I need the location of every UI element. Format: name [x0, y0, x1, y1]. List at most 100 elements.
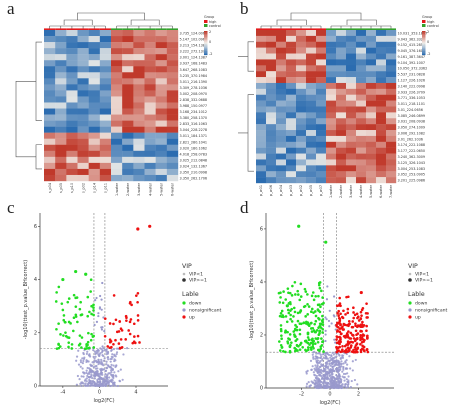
point-nonsignificant [76, 374, 80, 378]
point-nonsignificant [86, 366, 89, 370]
heatmap-cell [66, 48, 78, 55]
heatmap-cell [356, 77, 367, 84]
heatmap-cell [55, 114, 67, 121]
legend-vip-item: VIP>=1 [415, 278, 433, 284]
point-down [78, 307, 82, 311]
heatmap-cell [144, 138, 156, 145]
heatmap-cell [55, 168, 67, 176]
heatmap-cell [77, 168, 89, 176]
color-scale-step [204, 51, 208, 53]
heatmap-cell [166, 54, 179, 61]
point-nonsignificant [313, 382, 316, 386]
heatmap-cell [155, 162, 168, 170]
point-down [314, 314, 318, 318]
heatmap-cell [66, 132, 78, 139]
point-down [279, 296, 282, 299]
point-up [114, 318, 118, 322]
point-nonsignificant [81, 357, 84, 360]
point-up [365, 348, 369, 351]
point-nonsignificant [342, 385, 346, 388]
point-down [286, 287, 290, 290]
point-down [299, 282, 303, 286]
point-down [295, 325, 299, 329]
row-label: 3.174_222.1088 [398, 143, 426, 147]
heatmap-cell [266, 106, 277, 113]
point-nonsignificant [331, 365, 334, 368]
heatmap-cell [99, 78, 112, 85]
color-scale-step [204, 49, 208, 51]
heatmap-cell [266, 35, 277, 42]
point-up [359, 310, 363, 314]
color-scale-step [204, 46, 208, 48]
heatmap-cell [346, 141, 357, 148]
point-down [54, 300, 58, 303]
point-nonsignificant [98, 306, 102, 309]
heatmap-cell [111, 162, 123, 170]
y-axis-label: -log10(ttest_p.value_BHcorrect) [249, 261, 255, 340]
heatmap-cell [296, 35, 307, 42]
point-down [67, 297, 71, 300]
heatmap-cell [99, 144, 112, 151]
color-scale-step [422, 41, 426, 44]
heatmap-cell [286, 47, 297, 54]
point-up [134, 341, 137, 345]
heatmap-cell [366, 165, 377, 172]
heatmap-cell [306, 118, 317, 125]
heatmap-cell [77, 36, 89, 43]
point-down [296, 289, 300, 293]
heatmap-cell [266, 165, 277, 172]
heatmap-cell [346, 71, 357, 78]
heatmap-cell [166, 108, 179, 115]
heatmap-cell [66, 72, 78, 79]
legend-vip-item: VIP<1 [189, 272, 203, 278]
point-up [361, 344, 364, 348]
heatmap-cell [326, 59, 337, 66]
heatmap-cell [276, 35, 287, 42]
column-label: 6-water [171, 182, 175, 196]
heatmap-cell [286, 65, 297, 72]
heatmap-cell [346, 135, 357, 143]
point-nonsignificant [93, 359, 96, 363]
heatmap-cell [376, 53, 387, 60]
heatmap-cell [276, 147, 287, 154]
row-label: 3.006_292.1082 [398, 131, 426, 135]
point-up [352, 306, 355, 310]
heatmap-cell [111, 60, 123, 67]
heatmap-cell [346, 118, 357, 125]
point-nonsignificant [79, 365, 82, 368]
point-up [130, 303, 133, 307]
heatmap-cell [366, 94, 377, 101]
point-nonsignificant [347, 375, 350, 378]
heatmap-cell [44, 96, 56, 103]
row-label: 9.045_376.1601 [398, 49, 426, 53]
heatmap-cell [122, 126, 134, 133]
point-nonsignificant [91, 380, 95, 383]
heatmap-cell [88, 48, 101, 55]
point-nonsignificant [102, 368, 106, 371]
point-nonsignificant [89, 363, 92, 366]
point-up [356, 346, 360, 350]
point-nonsignificant [91, 376, 94, 380]
heatmap-cell [306, 165, 317, 172]
heatmap-cell [133, 48, 145, 55]
legend-label-item: nonsignificant [189, 308, 222, 314]
heatmap-cell [326, 135, 337, 143]
point-nonsignificant [113, 383, 116, 386]
heatmap-cell [144, 156, 156, 164]
heatmap-cell [133, 54, 145, 61]
legend-label-item: down [189, 301, 201, 307]
color-scale-step [204, 43, 208, 45]
heatmap-cell [66, 108, 78, 115]
color-scale-step [422, 39, 426, 41]
point-up [106, 345, 110, 348]
point-up [342, 309, 345, 313]
scale-label-max: 2 [209, 30, 211, 34]
heatmap-cell [44, 162, 56, 170]
legend-label-title: Lable [182, 291, 199, 298]
color-scale-step [422, 38, 426, 40]
point-up [129, 318, 133, 321]
heatmap-b: 10.031_353.18179.043_362.33209.152_415.2… [238, 12, 439, 198]
heatmap-cell [111, 102, 123, 109]
